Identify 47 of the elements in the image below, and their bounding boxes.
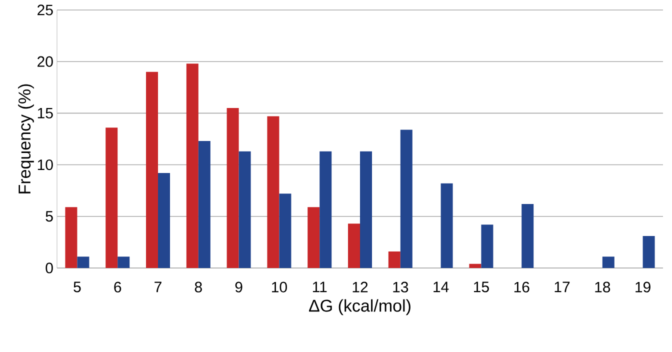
- bar: [348, 224, 360, 268]
- x-tick-label: 9: [235, 282, 242, 292]
- x-tick-label: 10: [272, 282, 287, 292]
- bar: [388, 251, 400, 268]
- bar: [440, 183, 453, 268]
- bar: [238, 151, 251, 268]
- bar: [106, 128, 118, 268]
- x-tick-label: 8: [194, 282, 202, 292]
- y-tick-label: 20: [38, 56, 53, 67]
- bar: [308, 207, 320, 268]
- x-tick-label: 6: [114, 282, 122, 292]
- bar: [65, 207, 78, 268]
- x-tick-label: 11: [312, 282, 327, 292]
- x-tick-label: 15: [474, 282, 489, 292]
- bar: [226, 108, 239, 268]
- y-tick-label: 0: [46, 262, 53, 274]
- y-tick-label: 5: [46, 211, 53, 222]
- bar: [198, 141, 210, 268]
- x-tick-label: 17: [554, 282, 570, 292]
- bar: [469, 264, 482, 268]
- x-tick-label: 5: [74, 282, 81, 292]
- x-tick-label: 12: [352, 282, 368, 292]
- bar: [522, 204, 534, 268]
- bar: [279, 194, 292, 268]
- x-tick-label: 7: [154, 282, 162, 292]
- bar: [360, 151, 372, 268]
- bar: [602, 256, 614, 268]
- x-tick-label: 19: [636, 282, 650, 292]
- bar: [320, 151, 332, 268]
- y-tick-label: 15: [38, 108, 53, 118]
- x-tick-label: 16: [514, 282, 530, 292]
- x-axis-title: ΔG (kcal/mol): [309, 299, 410, 316]
- bar: [118, 256, 130, 268]
- y-axis-title: Frequency (%): [18, 84, 34, 194]
- bar: [77, 256, 90, 268]
- bar: [146, 72, 158, 268]
- y-tick-label: 10: [38, 159, 53, 170]
- bar: [642, 236, 655, 268]
- x-tick-label: 13: [393, 282, 408, 292]
- bar: [186, 64, 198, 268]
- x-tick-label: 14: [434, 282, 449, 292]
- bar: [481, 224, 494, 268]
- bar: [267, 116, 280, 268]
- y-tick-label: 25: [38, 4, 53, 16]
- bar: [400, 130, 412, 268]
- x-tick-label: 18: [595, 282, 610, 292]
- bar: [158, 173, 170, 268]
